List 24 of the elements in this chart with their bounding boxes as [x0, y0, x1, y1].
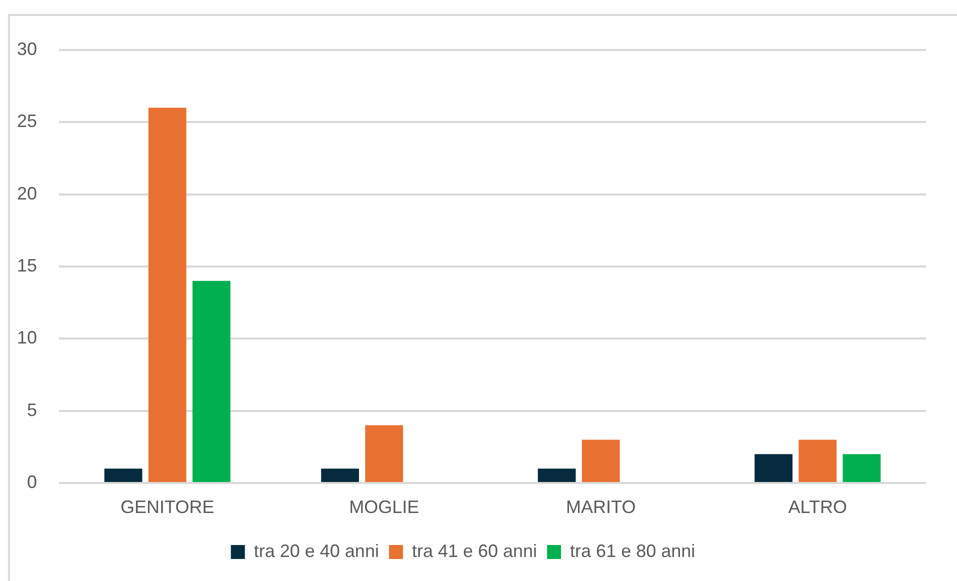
bar	[842, 454, 881, 482]
bar	[754, 454, 793, 482]
bar	[365, 425, 404, 482]
y-tick-label: 0	[26, 472, 37, 492]
bar	[321, 468, 360, 482]
x-tick-label: MARITO	[566, 496, 636, 517]
y-tick-label: 15	[16, 255, 37, 276]
bar	[148, 108, 186, 482]
x-tick-label: GENITORE	[120, 496, 214, 517]
y-tick-label: 30	[16, 38, 37, 59]
legend-label: tra 41 e 60 anni	[412, 540, 538, 561]
legend-label: tra 20 e 40 anni	[254, 540, 379, 561]
y-tick-label: 5	[26, 400, 37, 420]
x-tick-label: ALTRO	[788, 496, 847, 517]
y-tick-label: 10	[16, 328, 37, 348]
bar	[798, 440, 837, 482]
bar	[582, 440, 620, 482]
bar	[104, 468, 142, 482]
legend-label: tra 61 e 80 anni	[570, 540, 696, 561]
x-tick-label: MOGLIE	[349, 496, 420, 517]
y-tick-label: 25	[16, 111, 37, 132]
bar	[538, 468, 576, 482]
bar	[192, 280, 230, 482]
y-tick-label: 20	[16, 183, 37, 204]
